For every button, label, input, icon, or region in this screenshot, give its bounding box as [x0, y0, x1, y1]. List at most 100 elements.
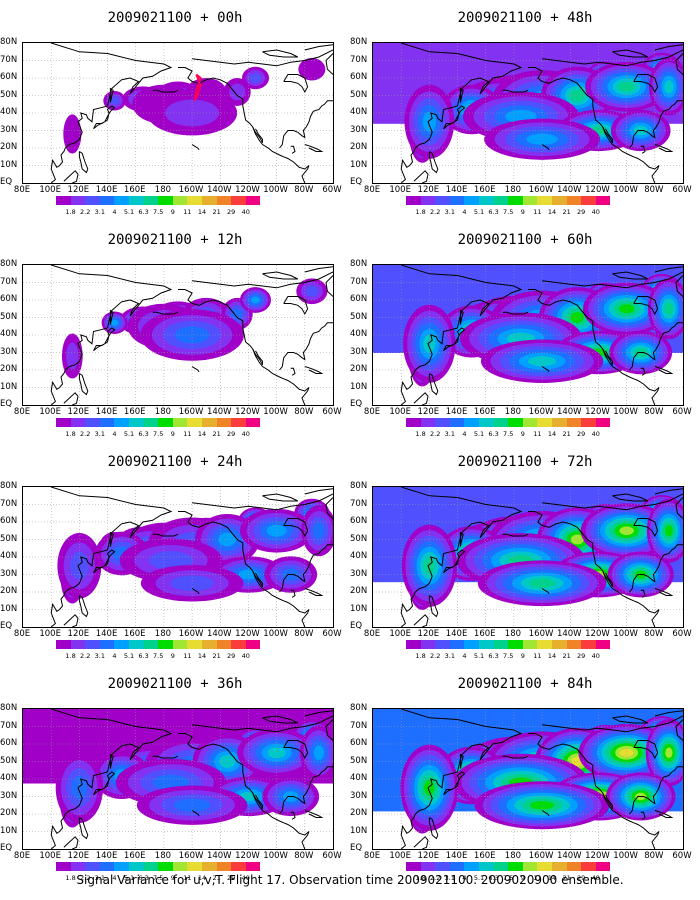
lon-tick-label: 120E: [67, 407, 90, 417]
lat-tick-label: 80N: [0, 259, 18, 269]
lat-tick-label: 80N: [0, 37, 18, 47]
contour-fill: [266, 524, 287, 537]
colorbar: [56, 862, 261, 871]
lat-tick-label: 50N: [0, 89, 18, 100]
colorbar-swatch: [245, 862, 261, 871]
coastline: [413, 170, 429, 183]
colorbar-swatch: [595, 196, 611, 205]
colorbar-swatch: [99, 418, 115, 427]
coastline: [629, 766, 683, 815]
lat-tick-label: 10N: [0, 825, 18, 836]
colorbar-label: 6.3: [138, 874, 149, 882]
panel-title: 2009021100 + 60h: [457, 232, 593, 248]
colorbar-label: 6.3: [488, 208, 499, 216]
figure-caption: Signal Variance for u,v,T. Flight 17. Ob…: [76, 873, 624, 887]
map-plot-area: [22, 264, 334, 406]
lat-tick-label: 40N: [350, 773, 368, 783]
coastline: [109, 531, 114, 547]
lon-tick-label: 100E: [39, 629, 61, 639]
colorbar-label: 2.2: [80, 652, 91, 660]
colorbar-label: 29: [577, 874, 586, 882]
coastline: [528, 733, 660, 849]
coastline: [528, 511, 660, 627]
coastline: [325, 275, 333, 297]
lon-tick-label: 60W: [672, 851, 692, 861]
lon-tick-label: 160W: [178, 851, 204, 861]
lat-tick-label: 40N: [350, 329, 368, 339]
colorbar-label: 9: [170, 208, 175, 216]
lat-tick-label: 50N: [350, 755, 368, 766]
coastline: [93, 327, 116, 352]
colorbar: [56, 640, 261, 649]
lon-tick-label: 160E: [123, 851, 146, 861]
colorbar-label: 21: [562, 874, 571, 882]
colorbar-swatch: [449, 640, 465, 649]
coastline: [191, 588, 200, 595]
variance-contour-map: [23, 265, 333, 405]
contour-fill: [618, 81, 635, 92]
lon-tick-label: 140E: [445, 185, 468, 195]
contour-fill: [267, 747, 286, 759]
colorbar-swatch: [566, 640, 582, 649]
colorbar-swatch: [406, 418, 421, 427]
colorbar-swatch: [406, 862, 421, 871]
lon-tick-label: 140W: [206, 629, 232, 639]
forecast-panel: 2009021100 + 12h 80N 70N 60N 50N 40N 30N 20N 10N…: [0, 222, 350, 444]
lat-tick-label: 20N: [350, 808, 368, 818]
lat-tick-label: 70N: [350, 276, 368, 287]
coastline: [50, 709, 173, 849]
coastline: [459, 753, 464, 769]
colorbar-label: 1.8: [65, 430, 76, 438]
colorbar-swatch: [172, 862, 188, 871]
colorbar-label: 7.5: [153, 652, 164, 660]
colorbar-label: 3.1: [94, 430, 105, 438]
colorbar-label: 5.1: [123, 874, 135, 882]
lon-tick-label: 160W: [178, 407, 204, 417]
forecast-panel: 2009021100 + 60h 80N 70N 60N 50N 40N 30N 20N 10N…: [350, 222, 700, 444]
colorbar-label: 5.1: [123, 652, 135, 660]
lon-tick-label: 180: [154, 629, 172, 639]
colorbar-swatch: [128, 640, 144, 649]
colorbar-swatch: [508, 196, 523, 205]
lon-tick-label: 80W: [644, 629, 664, 639]
colorbar-swatch: [537, 418, 552, 427]
coastline: [443, 771, 466, 796]
lon-tick-label: 100W: [263, 851, 288, 861]
coastline: [413, 614, 429, 627]
lat-tick-label: 60N: [350, 738, 368, 748]
panel-title: 2009021100 + 00h: [107, 10, 243, 26]
colorbar-label: 21: [212, 874, 221, 882]
coastline: [542, 493, 683, 511]
colorbar-swatch: [172, 418, 188, 427]
lat-tick-label: 10N: [0, 603, 18, 614]
colorbar-label: 3.1: [444, 208, 455, 216]
colorbar-label: 5.1: [473, 652, 485, 660]
lat-tick-label: 60N: [0, 516, 18, 526]
lon-tick-label: 100E: [389, 629, 411, 639]
lon-tick-label: 80E: [363, 407, 381, 417]
colorbar-swatch: [478, 196, 494, 205]
colorbar-label: 9: [170, 652, 175, 660]
colorbar-swatch: [478, 862, 494, 871]
contour-fill-layer: [23, 709, 333, 828]
lon-tick-label: 140E: [95, 629, 118, 639]
lat-tick-label: 70N: [0, 276, 18, 287]
colorbar-swatch: [187, 418, 202, 427]
coastline: [640, 367, 646, 376]
lon-tick-label: 120E: [67, 629, 90, 639]
map-plot-area: [372, 708, 684, 850]
colorbar-label: 40: [241, 208, 250, 216]
coastline: [654, 588, 674, 596]
colorbar-label: 40: [591, 430, 600, 438]
coastline: [78, 151, 89, 174]
lon-tick-label: 120W: [585, 851, 610, 861]
lon-tick-label: 160W: [528, 407, 554, 417]
lon-tick-label: 140E: [95, 851, 118, 861]
contour-fill: [664, 80, 674, 94]
colorbar-label: 21: [562, 652, 571, 660]
colorbar-swatch: [70, 640, 86, 649]
colorbar-label: 40: [241, 652, 250, 660]
coastline: [78, 817, 89, 840]
lat-tick-label: 30N: [0, 790, 18, 801]
coastline-layer: [400, 265, 683, 405]
